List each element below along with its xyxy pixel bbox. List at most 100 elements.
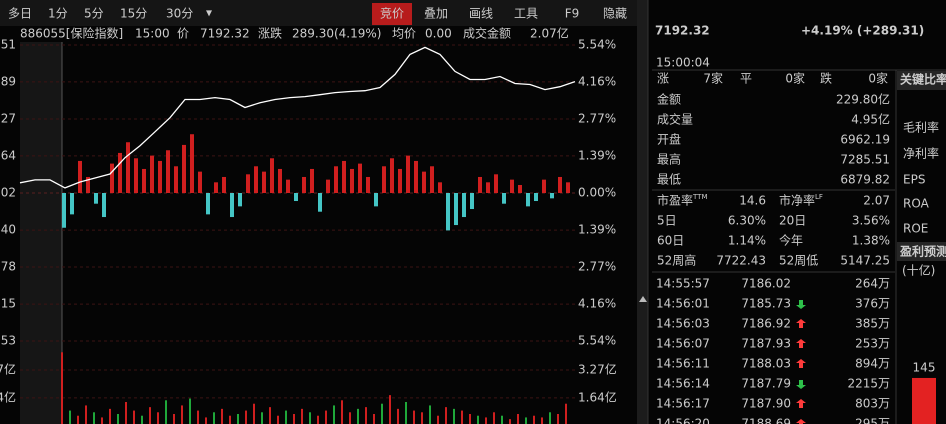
- y-tick-label: 1.39%: [578, 148, 616, 162]
- volume-bar: [205, 417, 207, 424]
- tool-tab[interactable]: 叠加: [424, 7, 448, 21]
- volume-bar: [165, 400, 167, 424]
- period-tab[interactable]: 15分: [120, 7, 147, 21]
- info-amount: 2.07亿: [530, 26, 569, 41]
- period-tab[interactable]: 多日: [8, 7, 32, 21]
- volume-bar: [469, 414, 471, 424]
- flow-bar: [262, 171, 266, 193]
- tool-tab[interactable]: F9: [565, 7, 580, 21]
- trade-price: 7187.90: [741, 397, 791, 411]
- y-tick-label: 0.00%: [578, 186, 616, 200]
- volume-bar: [69, 410, 71, 424]
- key-ratio-item: ROE: [903, 222, 928, 236]
- price-tick-label: 6807.40: [0, 222, 16, 236]
- tool-tab[interactable]: 画线: [469, 7, 493, 21]
- tool-tab[interactable]: 竞价: [380, 7, 404, 21]
- tool-tab[interactable]: 隐藏: [603, 7, 627, 21]
- trade-volume: 385万: [855, 317, 890, 331]
- volume-bar: [349, 412, 351, 424]
- forecast-header: [897, 242, 946, 261]
- volume-bar: [357, 408, 359, 424]
- flow-bar: [254, 166, 258, 193]
- volume-bar: [237, 414, 239, 424]
- flow-bar: [294, 193, 298, 202]
- stat-value: 4.95亿: [851, 112, 890, 127]
- ratio-value: 14.6: [739, 194, 766, 208]
- tool-tab[interactable]: 工具: [514, 7, 538, 21]
- flow-bar: [374, 193, 378, 207]
- period-tab[interactable]: 30分: [166, 7, 193, 21]
- flow-bar: [366, 176, 370, 193]
- price-tick-label: 6520.53: [0, 334, 16, 348]
- ratio-sup: TTM: [692, 193, 707, 201]
- flow-bar: [414, 160, 418, 193]
- trade-price: 7188.69: [741, 417, 791, 424]
- ratio-label: 5日: [657, 214, 677, 228]
- trade-time: 14:56:20: [656, 417, 710, 424]
- volume-bar: [101, 417, 103, 424]
- volume-bar: [309, 412, 311, 424]
- flow-bar: [230, 193, 234, 218]
- volume-bar: [157, 412, 159, 424]
- trade-price: 7186.92: [741, 317, 791, 331]
- info-time: 15:00: [135, 27, 170, 41]
- ratio-label: 52周低: [779, 254, 818, 268]
- flow-bar: [478, 176, 482, 193]
- up-arrow: [796, 399, 806, 408]
- trade-volume: 894万: [855, 357, 890, 371]
- up-arrow: [796, 319, 806, 328]
- y-tick-label: 2.77%: [578, 112, 616, 126]
- volume-bar: [365, 407, 367, 424]
- ratio-value: 1.14%: [728, 234, 766, 248]
- flow-bar: [334, 166, 338, 193]
- y-tick-label: 1.39%: [578, 223, 616, 237]
- volume-bar: [245, 410, 247, 424]
- volume-bar: [509, 419, 511, 424]
- volume-bar: [525, 417, 527, 424]
- info-avg-label: 均价: [392, 27, 416, 41]
- key-ratio-item: 毛利率: [903, 120, 939, 135]
- ratio-label: 市净率LF: [779, 193, 823, 208]
- breadth-value: 0家: [785, 71, 805, 86]
- flow-bar: [102, 193, 106, 218]
- flow-bar: [166, 150, 170, 193]
- info-amount-label: 成交金额: [463, 26, 511, 41]
- trade-time: 14:56:07: [656, 337, 710, 351]
- price-line: [19, 46, 576, 189]
- volume-bar: [197, 410, 199, 424]
- trade-time: 14:56:03: [656, 317, 710, 331]
- stat-value: 6962.19: [840, 133, 890, 147]
- volume-bar: [117, 414, 119, 424]
- flow-bar: [510, 179, 514, 193]
- period-tab[interactable]: 5分: [84, 7, 104, 21]
- down-arrow: [796, 380, 806, 389]
- breadth-value: 7家: [703, 71, 723, 86]
- flow-bar: [310, 168, 314, 193]
- forecast-value: 145: [913, 360, 936, 374]
- volume-bar: [445, 407, 447, 424]
- volume-bar: [85, 405, 87, 424]
- dropdown[interactable]: ▾: [206, 6, 212, 20]
- volume-bar: [413, 410, 415, 424]
- flow-bar: [462, 193, 466, 218]
- flow-bar: [142, 168, 146, 193]
- flow-bar: [86, 176, 90, 193]
- flow-bar: [134, 158, 138, 193]
- stat-label: 金额: [657, 92, 681, 107]
- period-tab[interactable]: 1分: [48, 7, 68, 21]
- volume-bar: [437, 415, 439, 424]
- flow-bar: [446, 193, 450, 231]
- volume-bar: [133, 410, 135, 424]
- scroll-arrow[interactable]: [639, 296, 647, 302]
- y-tick-label: 5.54%: [578, 334, 616, 348]
- flow-bar: [542, 179, 546, 193]
- flow-bar: [430, 166, 434, 193]
- stat-label: 最高: [657, 152, 681, 167]
- volume-bar: [325, 410, 327, 424]
- volume-left-label: 3.27亿: [0, 361, 16, 376]
- flow-bar: [454, 193, 458, 226]
- volume-bar: [317, 415, 319, 424]
- down-arrow: [796, 300, 806, 309]
- flow-bar: [158, 160, 162, 193]
